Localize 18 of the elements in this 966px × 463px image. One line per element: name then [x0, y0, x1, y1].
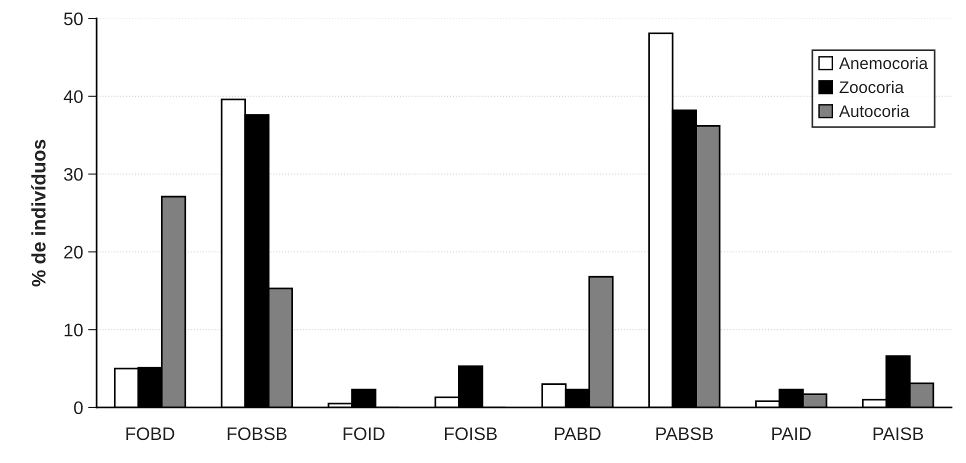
- y-axis-title: % de indivíduos: [31, 140, 46, 286]
- y-tick-label: 50: [64, 12, 83, 26]
- x-tick-label: FOBD: [126, 427, 174, 440]
- x-tick-label: PAISB: [874, 427, 924, 440]
- x-tick-label: FOBSB: [228, 427, 287, 440]
- x-tick-label: FOISB: [445, 427, 497, 440]
- x-tick-label: FOID: [344, 427, 384, 440]
- legend-label: Autocoria: [839, 104, 910, 118]
- legend-label: Zoocoria: [840, 80, 904, 94]
- x-tick-label: PABSB: [656, 427, 713, 440]
- x-tick-label: PABD: [555, 428, 601, 440]
- y-tick-label: 10: [64, 324, 83, 336]
- y-tick-label: 40: [64, 90, 83, 104]
- legend-label: Anemocoria: [839, 56, 928, 70]
- y-tick-label: 20: [64, 246, 83, 259]
- y-tick-label: 30: [64, 168, 83, 181]
- y-tick-label: 0: [74, 401, 83, 414]
- x-tick-label: PAID: [772, 428, 811, 440]
